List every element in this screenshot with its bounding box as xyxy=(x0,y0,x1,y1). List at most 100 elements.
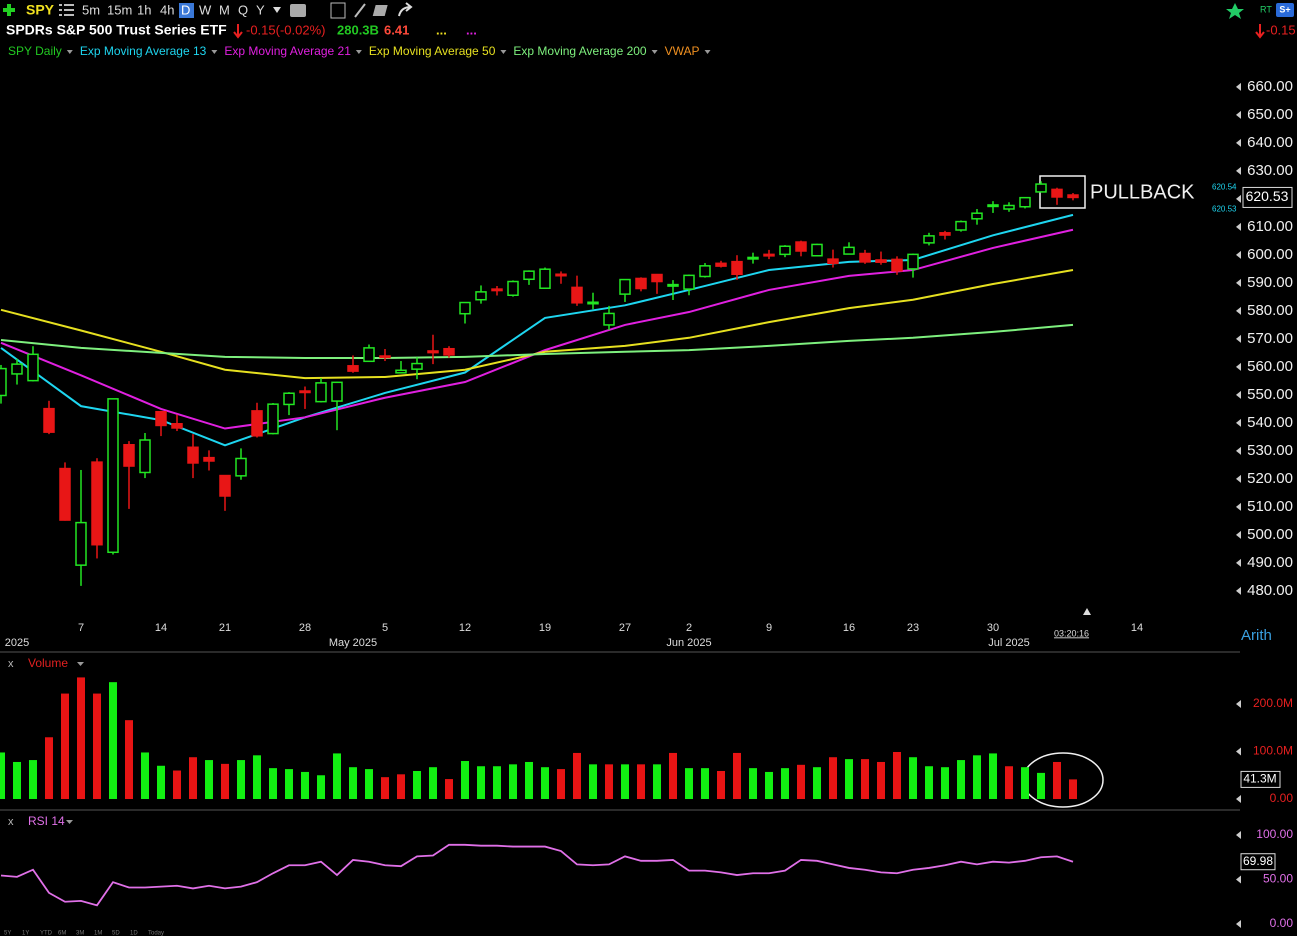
candle-body xyxy=(299,390,311,394)
y-tick-label: 500.00 xyxy=(1247,526,1293,543)
symbol[interactable]: SPY xyxy=(26,2,55,18)
legend-entry[interactable]: VWAP xyxy=(665,44,700,58)
dots-yellow[interactable]: ... xyxy=(436,22,447,37)
s-plus-button[interactable] xyxy=(1276,3,1294,17)
range-button[interactable]: 1D xyxy=(130,931,138,936)
candle-body xyxy=(11,363,23,375)
study-icon[interactable] xyxy=(330,2,346,19)
volume-bar xyxy=(717,770,725,800)
candle-body xyxy=(603,312,615,326)
price-tag-label: 620.53 xyxy=(1246,188,1289,204)
chart-type-icon[interactable] xyxy=(290,4,306,17)
s-plus-label[interactable]: S+ xyxy=(1279,4,1290,14)
tick-marker xyxy=(1236,446,1241,455)
tick-marker xyxy=(1236,222,1241,231)
range-button[interactable]: 3M xyxy=(76,931,84,936)
range-button[interactable]: 5D xyxy=(112,931,120,936)
volume-bar xyxy=(797,764,805,800)
tick-marker xyxy=(1236,82,1241,91)
y-tick-label: 50.00 xyxy=(1263,872,1293,886)
legend-menu-arrow[interactable] xyxy=(355,50,362,54)
timeframe[interactable]: Y xyxy=(256,2,265,17)
range-button[interactable]: Today xyxy=(148,931,164,936)
y-tick-label: 570.00 xyxy=(1247,330,1293,347)
dropdown-arrow[interactable] xyxy=(273,7,281,13)
draw-icon[interactable] xyxy=(354,3,366,18)
timeframe[interactable]: 4h xyxy=(160,2,174,17)
legend-menu-arrow[interactable] xyxy=(500,50,507,54)
tick-marker xyxy=(1236,700,1241,709)
legend-entry[interactable]: Exp Moving Average 21 xyxy=(224,44,351,58)
pane-close[interactable]: x xyxy=(8,658,14,670)
pane-close[interactable]: x xyxy=(8,816,14,828)
range-button[interactable]: 1M xyxy=(94,931,102,936)
volume-bar xyxy=(157,765,165,800)
tick-marker xyxy=(1236,586,1241,595)
legend-menu-arrow[interactable] xyxy=(66,50,73,54)
rt-label: RT xyxy=(1260,4,1272,14)
range-button[interactable]: YTD xyxy=(40,931,53,936)
volume-bar xyxy=(189,757,197,800)
range-button[interactable]: 6M xyxy=(58,931,66,936)
timeframe[interactable]: Q xyxy=(238,2,248,17)
y-tick-label: 490.00 xyxy=(1247,554,1293,571)
list-icon[interactable] xyxy=(59,4,74,16)
candle-body xyxy=(379,355,391,359)
change: -0.15(-0.02%) xyxy=(246,22,325,37)
volume-bar xyxy=(669,752,677,800)
candle-body xyxy=(763,253,775,257)
timeframe[interactable]: W xyxy=(199,2,212,17)
favorite-star[interactable] xyxy=(1226,3,1244,19)
volume-bar xyxy=(925,766,933,800)
range-button[interactable]: 1Y xyxy=(22,931,29,936)
y-tick-label: 660.00 xyxy=(1247,78,1293,95)
legend-entry[interactable]: SPY Daily xyxy=(8,44,62,58)
volume-bar xyxy=(605,764,613,800)
candle-body xyxy=(75,521,87,566)
candle-body xyxy=(907,253,919,270)
candle-body xyxy=(587,301,599,305)
legend-entry[interactable]: Exp Moving Average 13 xyxy=(80,44,207,58)
pane-menu-arrow[interactable] xyxy=(77,662,84,666)
volume-bar xyxy=(733,752,741,800)
pane-menu-arrow[interactable] xyxy=(66,820,73,824)
tick-marker xyxy=(1236,166,1241,175)
tick-marker xyxy=(1236,795,1241,804)
pane-title[interactable]: RSI 14 xyxy=(28,814,65,828)
timeframe[interactable]: 1h xyxy=(137,2,151,17)
timeframe[interactable]: 5m xyxy=(82,2,100,17)
legend-entry[interactable]: Exp Moving Average 50 xyxy=(369,44,496,58)
active-timeframe-bg[interactable] xyxy=(179,3,194,18)
volume-bar xyxy=(253,755,261,800)
tick-marker xyxy=(1236,831,1241,840)
legend-menu-arrow[interactable] xyxy=(211,50,218,54)
volume-bar xyxy=(381,777,389,800)
pane-title[interactable]: Volume xyxy=(28,656,68,670)
x-tick-label: 9 xyxy=(766,622,772,634)
y-tick-label: 510.00 xyxy=(1247,498,1293,515)
legend-entry[interactable]: Exp Moving Average 200 xyxy=(513,44,647,58)
scale-label[interactable]: Arith xyxy=(1241,627,1272,644)
legend-menu-arrow[interactable] xyxy=(704,50,711,54)
volume-bar xyxy=(301,771,309,800)
month-label: Jun 2025 xyxy=(666,637,711,649)
y-tick-label: 0.00 xyxy=(1270,791,1294,805)
eraser-icon[interactable] xyxy=(372,5,388,16)
share-icon[interactable] xyxy=(398,2,413,17)
candle-body xyxy=(555,273,567,277)
tick-marker xyxy=(1236,250,1241,259)
range-button[interactable]: 5Y xyxy=(4,931,11,936)
dots-magenta[interactable]: ... xyxy=(466,22,477,37)
legend-menu-arrow[interactable] xyxy=(651,50,658,54)
volume-bar xyxy=(221,763,229,800)
timeframe[interactable]: 15m xyxy=(107,2,132,17)
timeframe[interactable]: D xyxy=(181,2,190,17)
timeframe[interactable]: M xyxy=(219,2,230,17)
volume-bar xyxy=(445,779,453,800)
x-tick-label: 27 xyxy=(619,622,631,634)
scroll-marker[interactable] xyxy=(1083,608,1091,615)
candle-body xyxy=(0,367,7,397)
candle-body xyxy=(827,258,839,265)
y-tick-label: 650.00 xyxy=(1247,106,1293,123)
add-icon[interactable] xyxy=(3,4,15,16)
